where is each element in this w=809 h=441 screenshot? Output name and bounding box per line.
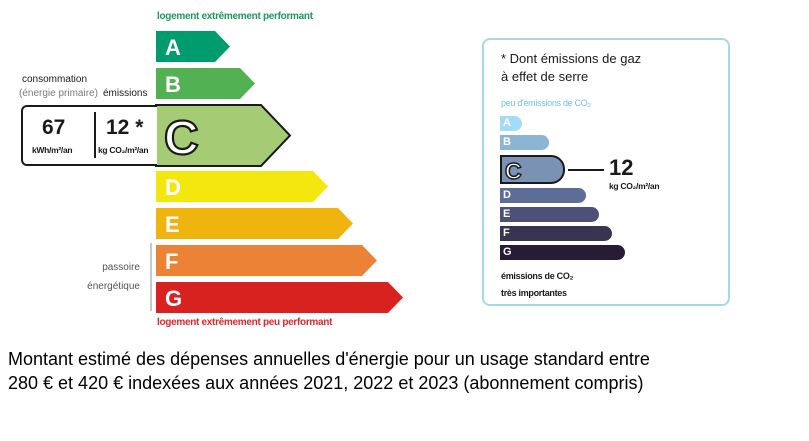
emissions-unit: kg CO₂/m²/an — [98, 145, 149, 155]
annual-cost-estimate: Montant estimé des dépenses annuelles d'… — [8, 347, 798, 395]
ges-class-bar-b: B — [500, 135, 549, 150]
ges-class-letter: E — [503, 208, 511, 220]
consumption-unit: kWh/m²/an — [32, 145, 73, 155]
ges-title: * Dont émissions de gaz à effet de serre — [501, 50, 641, 86]
energy-class-letter: D — [165, 175, 181, 200]
ges-class-letter: D — [503, 189, 511, 201]
passoire-label-line2: énergétique — [87, 281, 140, 292]
ges-class-letter: G — [503, 246, 512, 258]
cost-line1: Montant estimé des dépenses annuelles d'… — [8, 349, 650, 369]
cost-line2: 280 € et 420 € indexées aux années 2021,… — [8, 373, 644, 393]
ges-bottom-caption: émissions de CO₂ très importantes — [501, 268, 574, 302]
energy-class-bar-g: G — [156, 282, 403, 313]
consumption-box — [21, 105, 157, 166]
ges-class-bar-d: D — [500, 188, 586, 203]
energy-class-bar-shape — [156, 171, 328, 202]
energy-class-bar-shape — [156, 282, 403, 313]
emissions-value: 12 * — [106, 116, 144, 139]
energy-class-letter: F — [165, 249, 178, 274]
energy-class-bar-shape — [156, 245, 377, 276]
consumption-label: consommation — [22, 74, 88, 85]
energy-class-bar-shape — [156, 31, 230, 62]
emissions-label: émissions — [103, 88, 148, 99]
ges-class-bar-e: E — [500, 207, 599, 222]
energy-class-bar-a: A — [156, 31, 230, 62]
energy-class-c-letter: C — [164, 112, 199, 165]
ges-value: 12 — [609, 155, 634, 180]
box-divider — [94, 112, 96, 158]
consumption-sublabel: (énergie primaire) — [19, 88, 98, 99]
ges-class-letter: B — [503, 136, 511, 148]
consumption-value: 67 — [42, 116, 66, 139]
ges-title-line2: à effet de serre — [501, 69, 589, 84]
ges-pointer-line — [568, 169, 604, 171]
energy-class-letter: G — [165, 286, 182, 311]
energy-class-current-arrow: C — [155, 104, 292, 167]
energy-class-bar-b: B — [156, 68, 255, 99]
energy-class-bar-shape — [156, 68, 255, 99]
ges-class-bar-f: F — [500, 226, 612, 241]
ges-class-letter: A — [503, 117, 511, 129]
energy-class-bar-f: F — [156, 245, 377, 276]
energy-class-letter: A — [165, 35, 181, 60]
ges-title-line1: * Dont émissions de gaz — [501, 51, 642, 66]
bottom-caption: logement extrêmement peu performant — [157, 317, 333, 328]
energy-class-letter: B — [165, 72, 181, 97]
ges-class-current-box — [500, 155, 565, 184]
top-caption: logement extrêmement performant — [157, 11, 313, 22]
energy-class-letter: E — [165, 212, 180, 237]
ges-unit: kg CO₂/m²/an — [609, 181, 660, 191]
ges-class-letter: F — [503, 227, 510, 239]
passoire-label-line1: passoire — [102, 262, 140, 273]
passoire-indicator-line — [150, 243, 152, 311]
ges-class-c-letter: C — [505, 158, 522, 184]
ges-bottom-line1: émissions de CO₂ — [501, 271, 574, 281]
ges-bottom-line2: très importantes — [501, 288, 567, 298]
energy-class-bar-shape — [156, 208, 353, 239]
energy-class-bar-e: E — [156, 208, 353, 239]
energy-class-bar-d: D — [156, 171, 328, 202]
ges-class-c-letter-svg: C — [504, 157, 522, 185]
ges-class-bar-g: G — [500, 245, 625, 260]
ges-top-caption: peu d'émissions de CO₂ — [501, 98, 591, 108]
ges-class-bar-a: A — [500, 116, 522, 131]
